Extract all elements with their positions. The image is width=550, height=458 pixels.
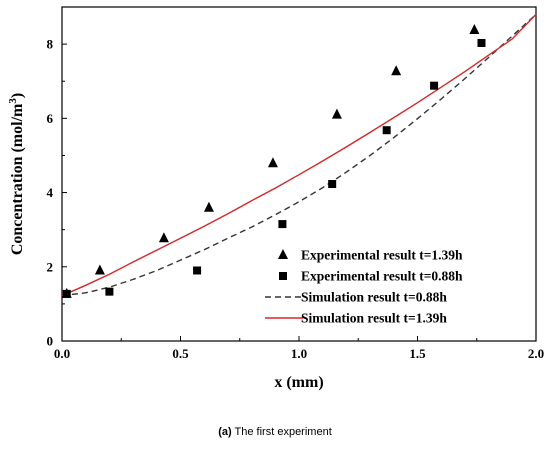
legend-square-marker [279,272,287,280]
legend-triangle-marker [278,249,288,259]
triangle-point [267,157,278,168]
square-point [477,38,486,47]
x-tick-label: 1.0 [291,346,307,361]
legend-label: Experimental result t=1.39h [301,248,463,263]
triangle-point [391,65,402,76]
caption-letter: (a) [218,426,232,438]
y-tick-label: 8 [47,37,54,52]
legend-label: Experimental result t=0.88h [301,269,463,284]
triangle-point [203,201,214,212]
triangle-point [331,108,342,119]
y-tick-label: 4 [47,185,54,200]
square-point [382,126,391,135]
x-tick-label: 0.5 [172,346,189,361]
legend-label: Simulation result t=0.88h [301,290,447,305]
series-line-3 [61,13,537,297]
x-tick-label: 1.5 [409,346,426,361]
y-axis-title: Concentration (mol/m3) [7,93,26,255]
y-tick-label: 6 [47,111,54,126]
triangle-point [158,232,169,243]
legend-label: Simulation result t=1.39h [301,311,447,326]
square-point [105,287,114,296]
square-point [193,266,202,275]
concentration-chart: 0.0 0.5 1.0 1.5 2.0 0 2 4 6 8 x (mm) Concentration … [7,6,544,391]
triangle-point [469,24,480,35]
caption-text: The first experiment [234,426,332,438]
y-tick-label: 0 [47,334,54,349]
y-tick-label: 2 [47,259,54,274]
x-tick-label: 2.0 [528,346,544,361]
triangle-point [94,264,105,275]
x-axis-title: x (mm) [274,374,323,391]
x-tick-label: 0.0 [54,346,70,361]
square-point [278,220,287,229]
series-line-2 [61,13,537,297]
square-point [430,81,439,90]
square-point [62,289,71,298]
figure-caption: (a) The first experiment [0,426,550,438]
square-point [328,180,337,189]
